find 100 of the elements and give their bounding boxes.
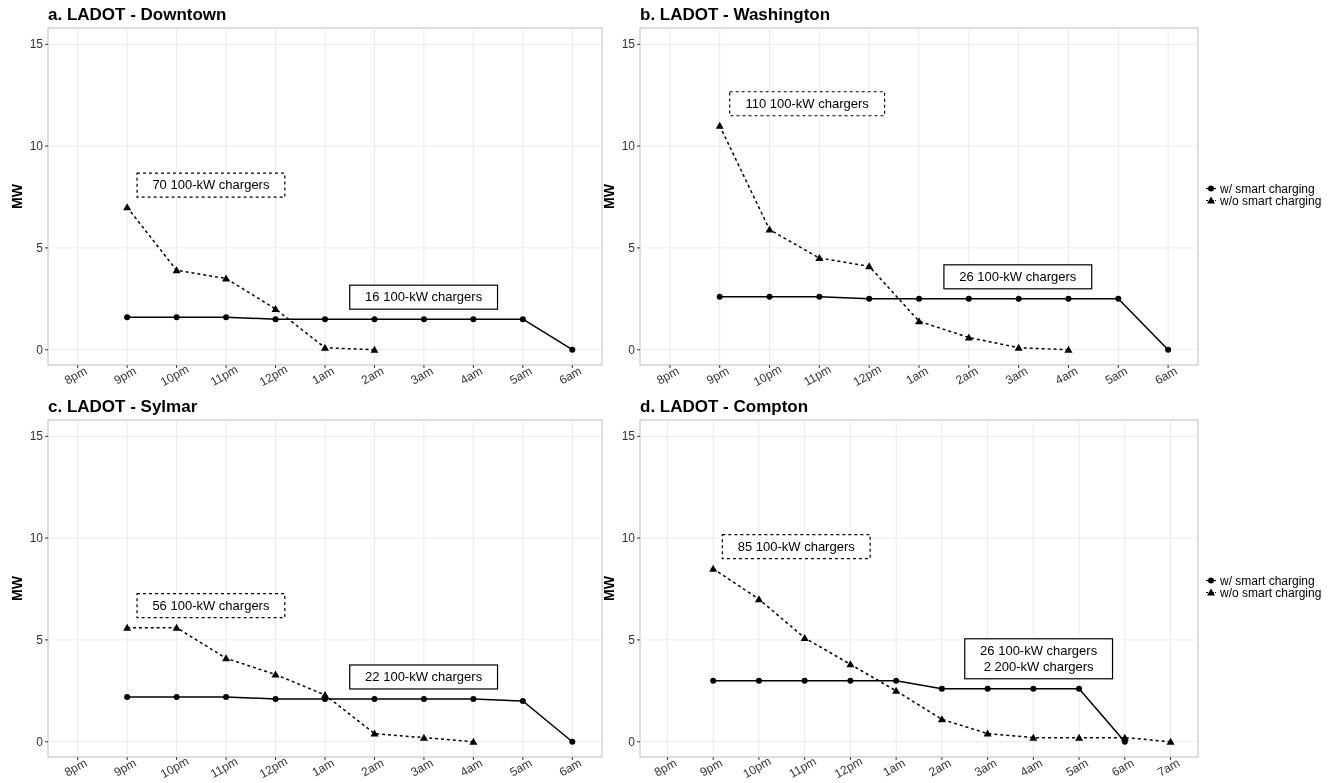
y-tick-label: 10 [29, 139, 44, 154]
annotation: 70 100-kW chargers [152, 177, 270, 193]
point [765, 225, 774, 233]
point [984, 685, 991, 692]
point [715, 121, 724, 129]
x-tick-label: 8pm [62, 755, 90, 780]
x-tick-label: 3am [972, 755, 1000, 780]
point [755, 677, 762, 684]
point [1064, 345, 1073, 353]
x-tick-label: 2am [926, 755, 954, 780]
point [519, 698, 526, 704]
point [519, 316, 526, 323]
point [271, 305, 280, 312]
x-tick-label: 2am [358, 363, 387, 388]
point [893, 677, 900, 684]
point [172, 623, 181, 631]
point [1014, 343, 1023, 351]
point [1015, 295, 1022, 302]
point [419, 733, 428, 741]
annotation: 110 100-kW chargers [745, 95, 870, 111]
point [754, 595, 763, 603]
x-tick-label: 8pm [651, 755, 680, 780]
point [866, 295, 873, 302]
point [1120, 733, 1129, 741]
point [1076, 685, 1083, 692]
x-tick-label: 11pm [207, 754, 241, 781]
x-tick-label: 6am [1152, 363, 1180, 388]
x-tick-label: 3am [408, 755, 436, 780]
x-tick-label: 4am [1052, 363, 1081, 388]
x-tick-label: 10pm [751, 361, 785, 390]
point [420, 695, 427, 702]
point [569, 738, 576, 745]
y-axis-title: MW [601, 183, 617, 209]
chart-title: d. LADOT - Compton [640, 397, 809, 416]
point [420, 316, 427, 323]
x-tick-label: 4am [1017, 755, 1045, 780]
point [370, 729, 379, 737]
y-axis-title: MW [601, 575, 617, 601]
chart-title: b. LADOT - Washington [640, 5, 831, 24]
y-tick-label: 15 [621, 37, 636, 52]
chart-title: a. LADOT - Downtown [48, 5, 227, 24]
y-axis-title: MW [9, 575, 25, 601]
point [322, 316, 328, 323]
point [371, 316, 378, 323]
x-tick-label: 12pm [831, 753, 865, 782]
y-tick-label: 10 [621, 139, 636, 154]
y-tick-label: 0 [628, 342, 636, 357]
point [965, 295, 972, 302]
point [709, 564, 718, 572]
y-tick-label: 10 [29, 531, 44, 546]
point [223, 314, 230, 321]
x-tick-label: 11pm [207, 362, 241, 389]
point [569, 346, 576, 353]
point [937, 715, 946, 723]
point [1075, 733, 1084, 741]
x-tick-label: 11pm [786, 754, 819, 781]
point [815, 254, 824, 262]
x-tick-label: 12pm [257, 753, 291, 782]
x-tick-label: 12pm [850, 361, 884, 390]
x-tick-label: 5am [1102, 363, 1130, 388]
annotation: 26 100-kW chargers [959, 268, 1077, 284]
point [801, 677, 808, 684]
x-tick-label: 2am [358, 755, 387, 780]
x-tick-label: 5am [507, 363, 535, 388]
point [271, 670, 280, 678]
x-tick-label: 3am [408, 363, 436, 388]
x-tick-label: 9pm [111, 363, 139, 388]
point [469, 737, 478, 745]
y-tick-label: 5 [628, 241, 636, 256]
x-tick-label: 4am [457, 363, 485, 388]
point [892, 686, 901, 694]
x-tick-label: 6am [556, 755, 584, 780]
point [964, 333, 973, 341]
annotation: 26 100-kW chargers 2 200-kW chargers [980, 642, 1098, 674]
y-tick-label: 10 [621, 531, 636, 546]
point [371, 695, 378, 702]
x-tick-label: 2am [953, 363, 981, 388]
point [1165, 346, 1172, 353]
annotation: 56 100-kW chargers [152, 597, 270, 613]
x-tick-label: 1am [309, 363, 337, 388]
point [847, 677, 854, 684]
x-tick-label: 6am [1109, 755, 1137, 780]
x-tick-label: 7am [1154, 755, 1183, 780]
y-tick-label: 15 [621, 429, 636, 444]
y-axis-title: MW [9, 183, 25, 209]
y-tick-label: 15 [29, 429, 44, 444]
point [321, 690, 329, 698]
point [1029, 733, 1038, 741]
point [1065, 295, 1072, 302]
point [916, 295, 922, 302]
point [370, 345, 379, 353]
x-tick-label: 5am [507, 755, 535, 780]
point [710, 677, 717, 684]
point [222, 654, 231, 662]
point [938, 685, 945, 692]
annotation: 85 100-kW chargers [737, 538, 856, 554]
x-tick-label: 1am [880, 755, 908, 780]
y-tick-label: 5 [628, 633, 636, 648]
point [123, 203, 132, 211]
x-tick-label: 4am [457, 755, 485, 780]
